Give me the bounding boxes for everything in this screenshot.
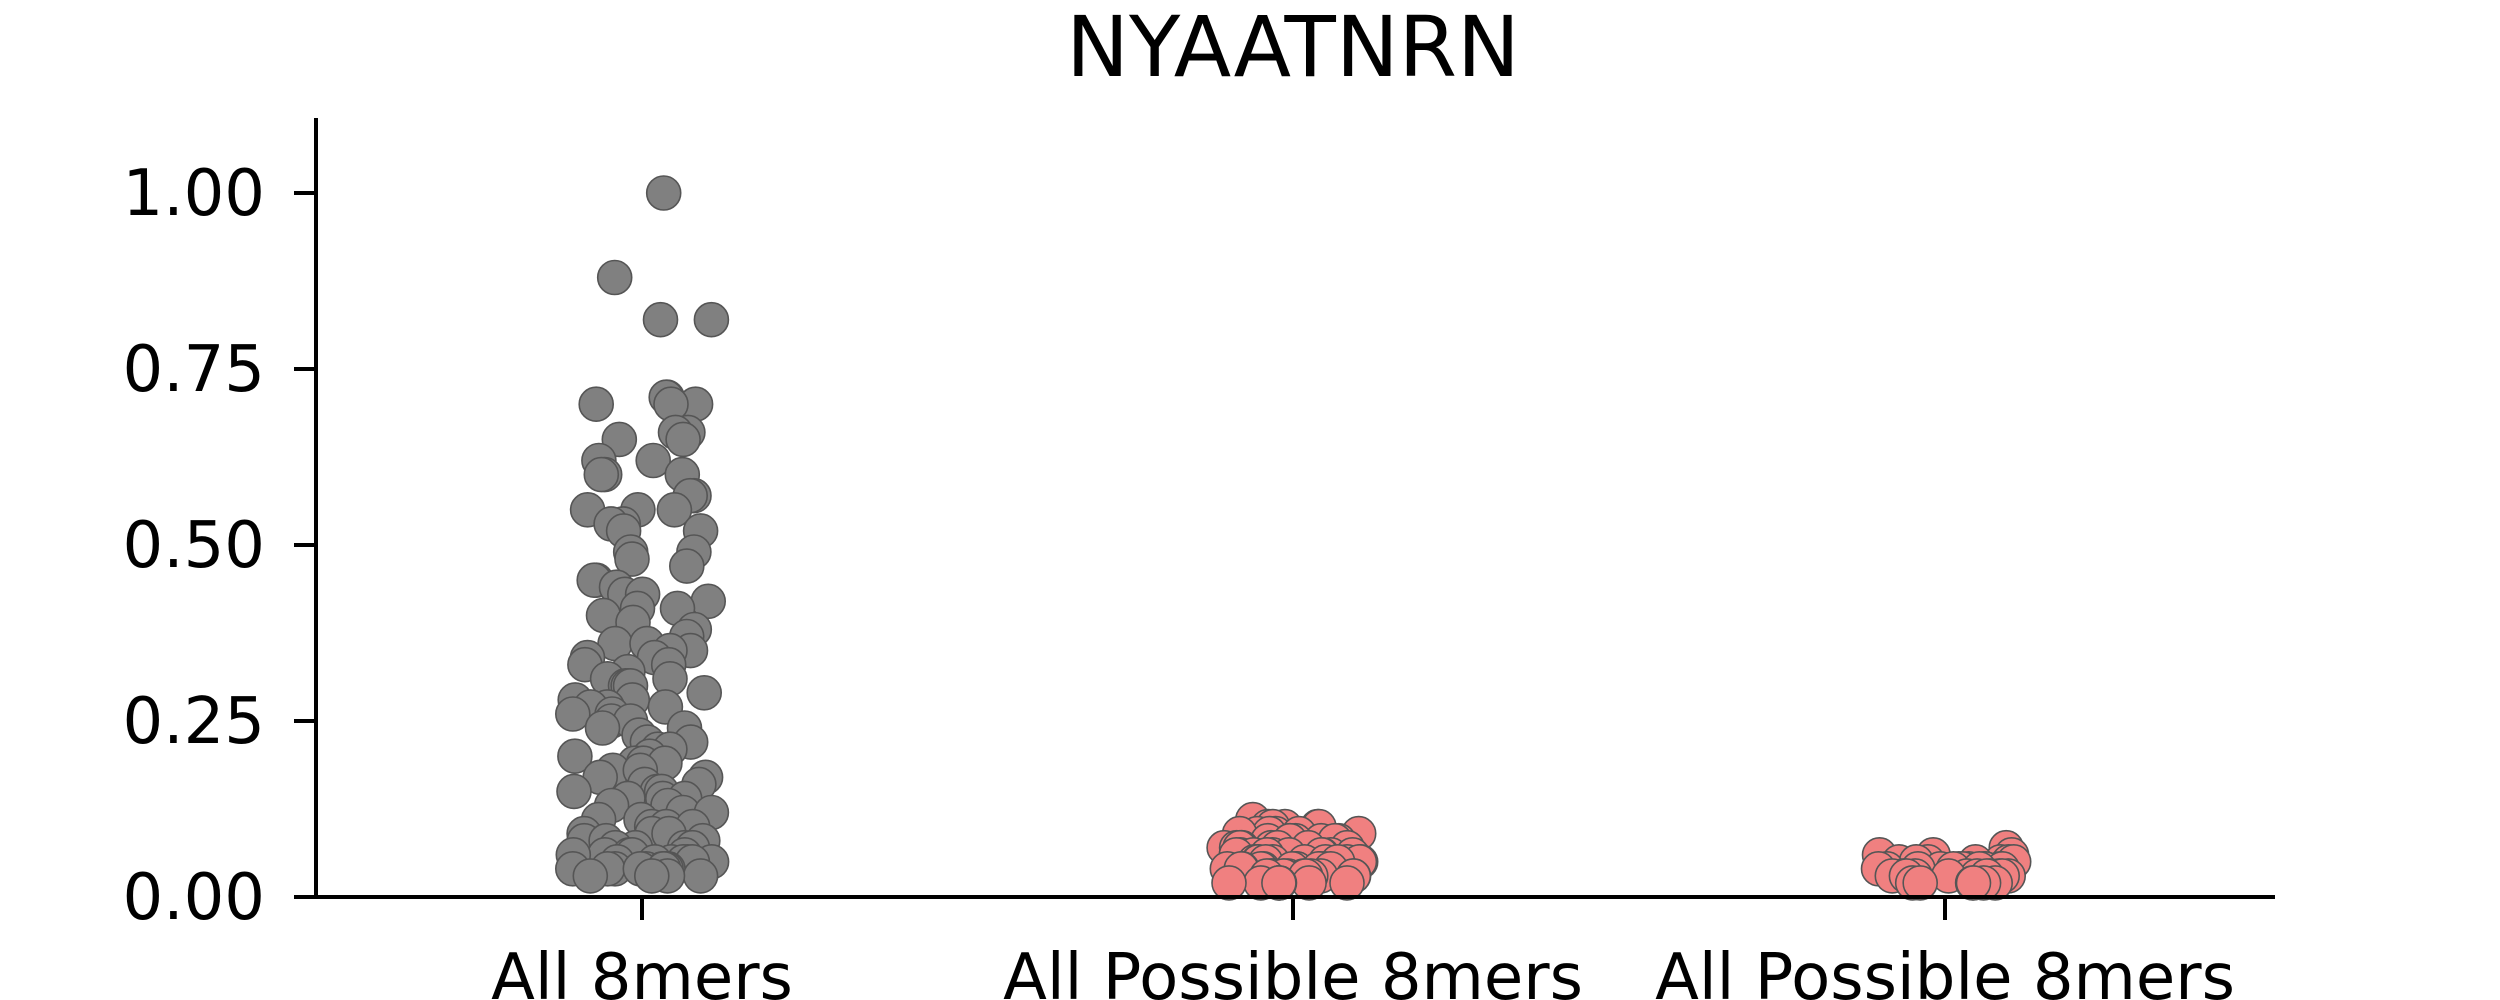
x-tick-label: All Possible 8mers	[1655, 941, 2235, 1000]
data-point	[584, 710, 621, 746]
data-point	[686, 674, 723, 711]
x-tick-label: All 8mers	[491, 941, 793, 1000]
data-point	[633, 858, 670, 894]
y-tick-label: 0.75	[123, 333, 266, 407]
data-point	[693, 301, 730, 338]
data-point	[583, 456, 620, 493]
y-tick-label: 1.00	[123, 157, 266, 231]
chart-title: NYAATNRN	[1066, 0, 1520, 96]
x-ticks: All 8mers All Possible 8mers All Possible …	[491, 897, 2235, 1000]
data-point	[665, 421, 701, 458]
data-point	[668, 548, 705, 584]
data-point	[596, 259, 633, 296]
y-tick-label: 0.25	[123, 685, 266, 759]
data-point	[645, 175, 682, 211]
data-point	[1902, 865, 1938, 901]
points-layer	[554, 175, 2032, 901]
data-point	[557, 738, 593, 775]
data-point	[1955, 865, 1992, 901]
data-point	[554, 696, 591, 732]
data-point	[642, 301, 679, 338]
data-point	[572, 858, 609, 894]
data-point	[635, 442, 672, 479]
data-point	[556, 773, 592, 810]
data-point	[578, 386, 615, 423]
y-ticks: 0.00 0.25 0.50 0.75 1.00	[123, 157, 316, 935]
x-tick-label: All Possible 8mers	[1003, 941, 1583, 1000]
data-point	[1211, 865, 1247, 901]
y-tick-label: 0.50	[123, 509, 266, 583]
data-point	[656, 491, 693, 528]
data-point	[1261, 865, 1297, 901]
data-point	[1329, 865, 1365, 901]
y-tick-label: 0.00	[123, 861, 266, 935]
data-point	[682, 858, 719, 894]
data-point	[614, 541, 650, 577]
